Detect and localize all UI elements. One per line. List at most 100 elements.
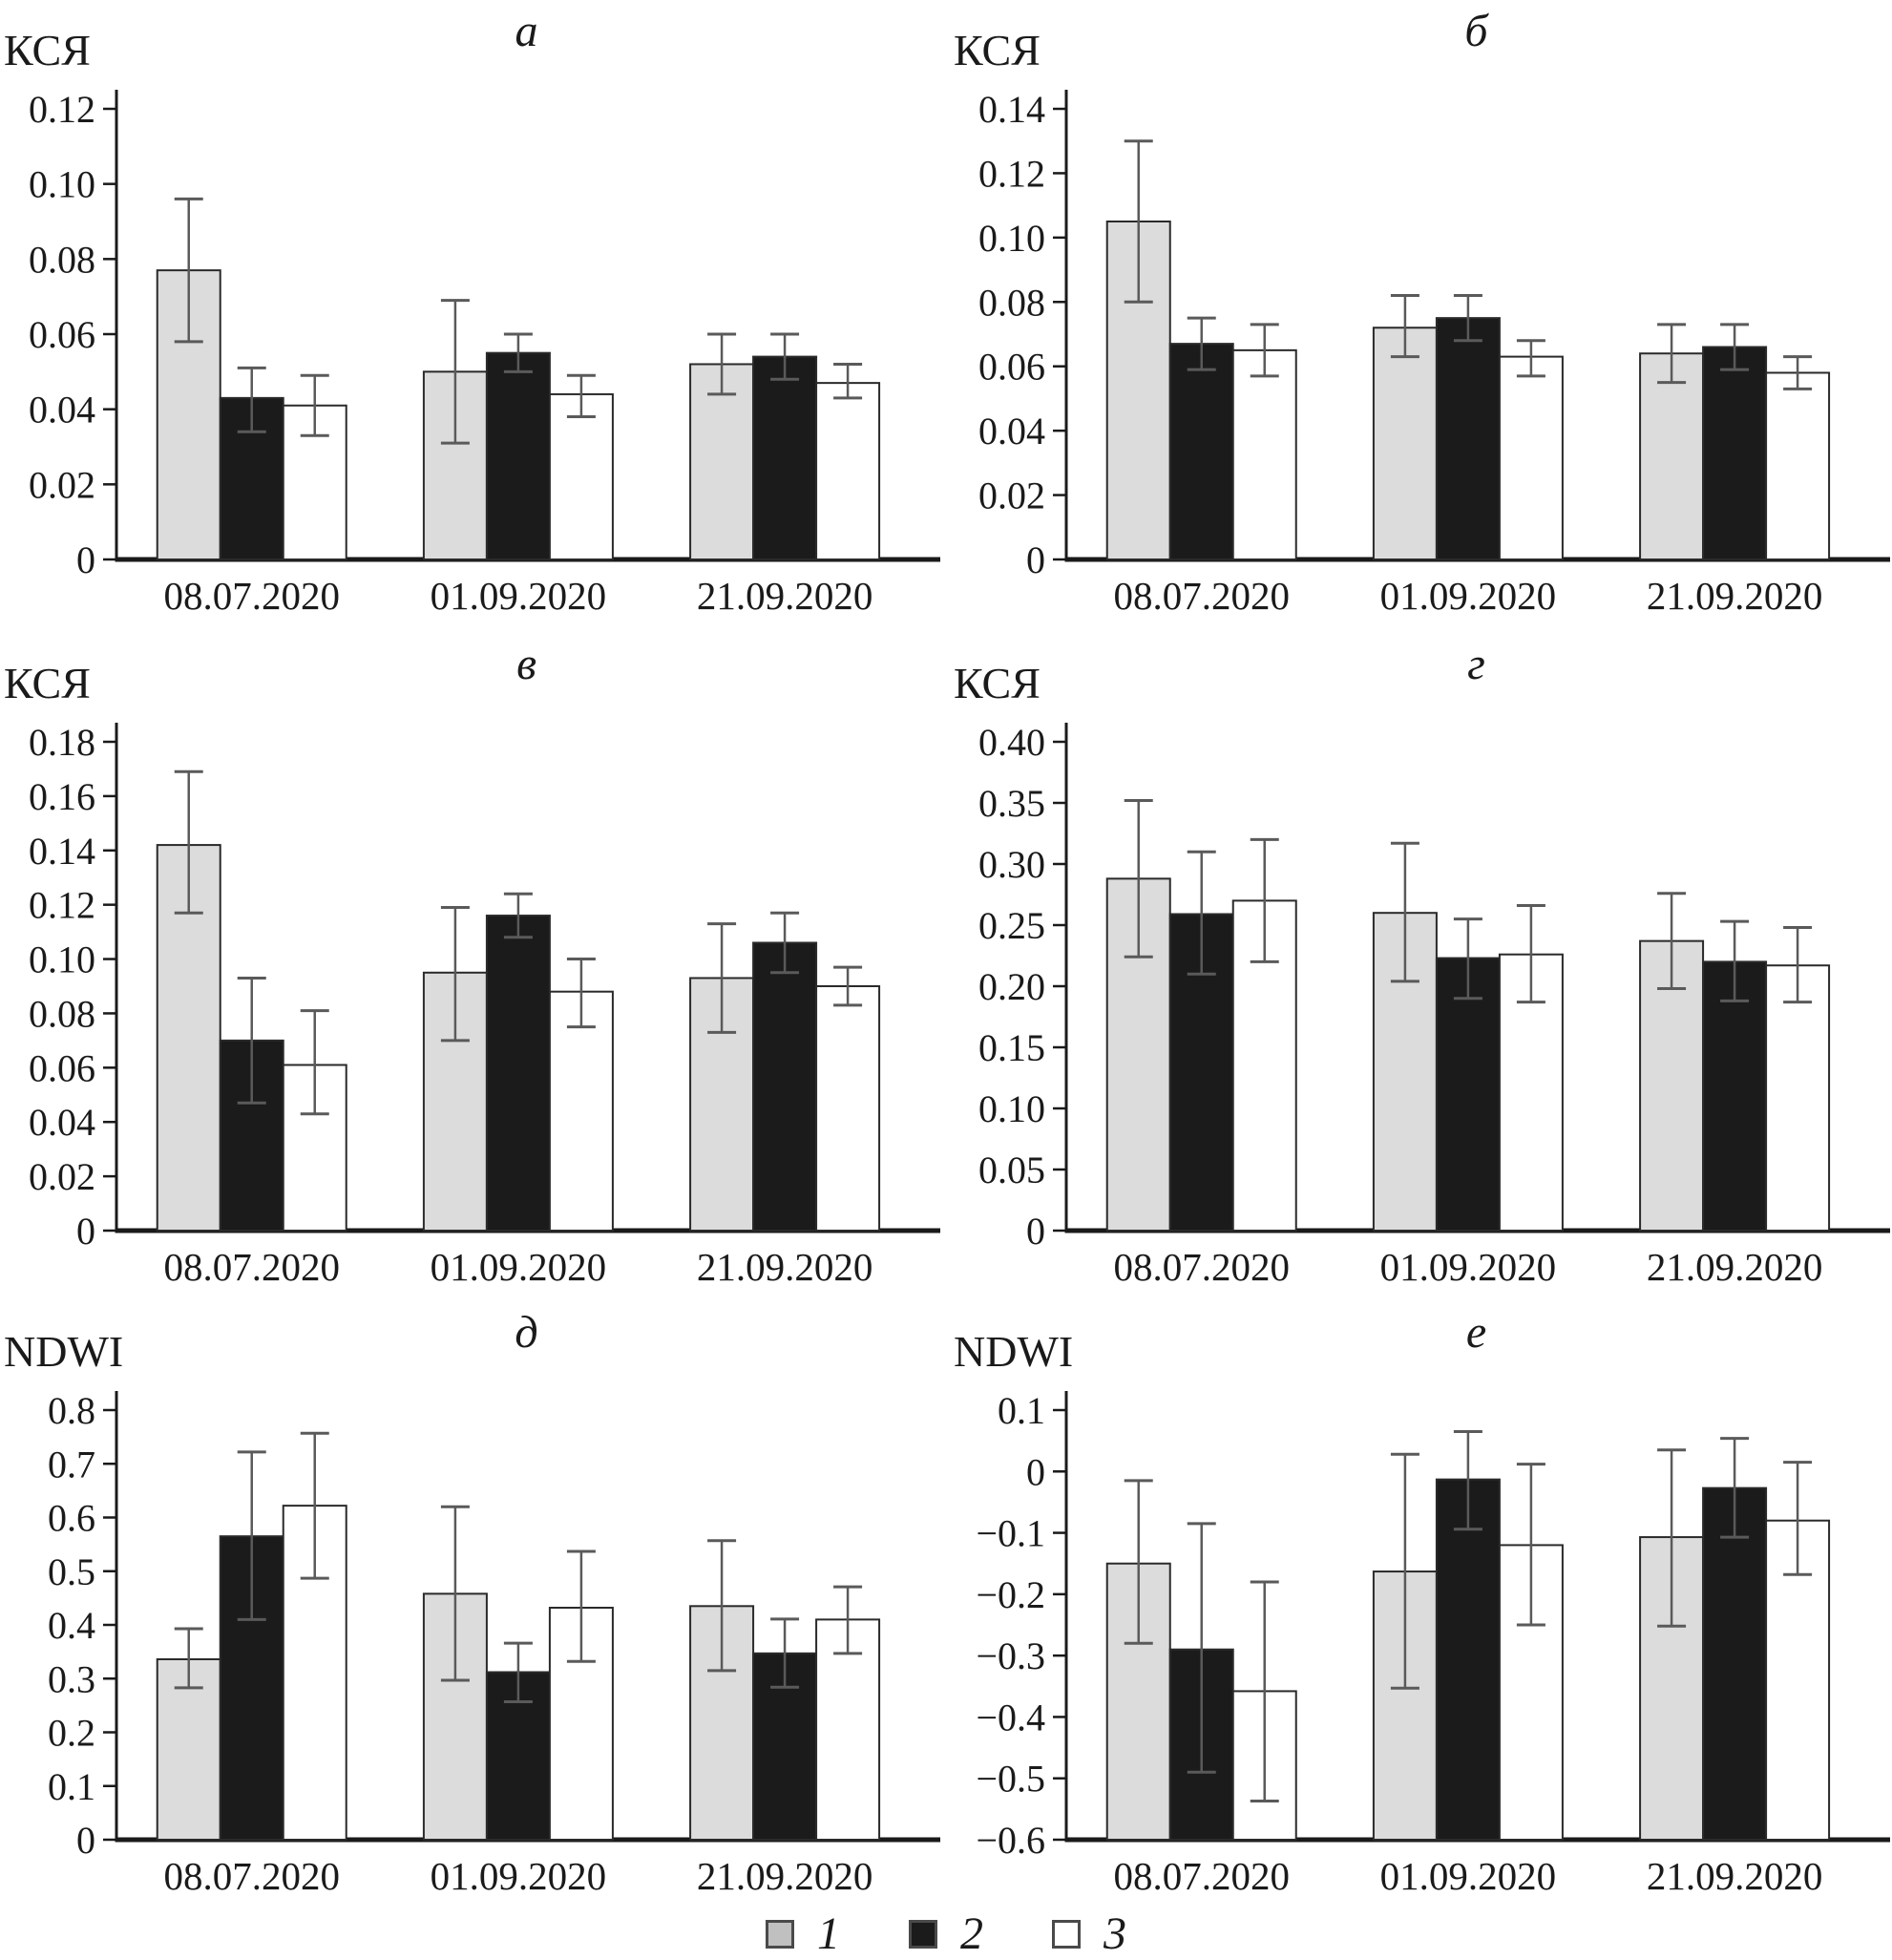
svg-text:0.16: 0.16 [29,775,95,818]
svg-text:0.8: 0.8 [48,1389,95,1432]
svg-text:08.07.2020: 08.07.2020 [163,1245,340,1289]
svg-text:−0.2: −0.2 [976,1573,1045,1616]
svg-text:д: д [515,1307,537,1358]
chart-b-svg: 0 0.02 0.04 0.06 0.08 0.10 0.12 0.14 08.07.2020 0… [954,6,1890,618]
svg-text:0.05: 0.05 [978,1149,1045,1191]
svg-text:08.07.2020: 08.07.2020 [1113,1245,1290,1289]
svg-text:0.12: 0.12 [978,152,1045,195]
svg-text:0.7: 0.7 [48,1443,95,1486]
chart-panel-v: 0 0.02 0.04 0.06 0.08 0.10 0.12 0.14 0.16 0.18 08.… [0,635,940,1294]
legend-item: 2 [909,1907,983,1959]
svg-text:−0.6: −0.6 [976,1819,1045,1862]
svg-text:а: а [515,6,538,56]
svg-text:08.07.2020: 08.07.2020 [1113,1854,1290,1898]
svg-text:21.09.2020: 21.09.2020 [697,1854,873,1898]
svg-text:0.14: 0.14 [29,830,95,873]
svg-text:0.35: 0.35 [978,782,1045,825]
svg-text:0.1: 0.1 [48,1765,95,1808]
chart-panel-d: 0 0.1 0.2 0.3 0.4 0.5 0.6 0.7 0.8 08.07.2020 01.09… [0,1303,940,1903]
svg-text:0.30: 0.30 [978,843,1045,886]
svg-text:КСЯ: КСЯ [954,659,1041,707]
svg-text:0.06: 0.06 [29,1046,95,1089]
svg-text:0.04: 0.04 [29,1101,95,1144]
svg-text:21.09.2020: 21.09.2020 [697,1245,873,1289]
svg-text:21.09.2020: 21.09.2020 [1647,1854,1823,1898]
svg-text:−0.1: −0.1 [976,1512,1045,1555]
legend: 1 2 3 [0,1907,1892,1960]
svg-text:г: г [1467,639,1485,689]
svg-text:0.02: 0.02 [978,474,1045,517]
svg-text:0: 0 [76,1210,95,1253]
svg-text:0: 0 [1026,1450,1045,1493]
svg-text:0.3: 0.3 [48,1657,95,1700]
svg-text:0.18: 0.18 [29,721,95,764]
svg-text:08.07.2020: 08.07.2020 [163,574,340,618]
svg-text:NDWI: NDWI [954,1327,1073,1376]
svg-text:0.06: 0.06 [29,313,95,356]
svg-text:0.08: 0.08 [29,238,95,281]
legend-label-2: 2 [960,1907,983,1959]
svg-text:0: 0 [76,538,95,581]
svg-text:08.07.2020: 08.07.2020 [163,1854,340,1898]
svg-text:КСЯ: КСЯ [4,659,91,707]
chart-panel-e: −0.6 −0.5 −0.4 −0.3 −0.2 −0.1 0 0.1 08.07.2020 01… [950,1303,1890,1903]
svg-text:−0.5: −0.5 [976,1758,1045,1801]
chart-a-svg: 0 0.02 0.04 0.06 0.08 0.10 0.12 08.07.2020 01.09… [4,6,940,618]
svg-text:0.10: 0.10 [978,217,1045,260]
legend-label-1: 1 [817,1907,840,1959]
chart-e-svg: −0.6 −0.5 −0.4 −0.3 −0.2 −0.1 0 0.1 08.07.2020 01… [954,1307,1890,1898]
svg-text:е: е [1466,1307,1486,1358]
svg-text:0.12: 0.12 [29,88,95,131]
svg-text:21.09.2020: 21.09.2020 [1647,1245,1823,1289]
svg-text:21.09.2020: 21.09.2020 [697,574,873,618]
svg-text:0.08: 0.08 [29,992,95,1035]
svg-text:−0.3: −0.3 [976,1634,1045,1677]
svg-text:08.07.2020: 08.07.2020 [1113,574,1290,618]
svg-text:01.09.2020: 01.09.2020 [431,574,607,618]
legend-item: 3 [1052,1907,1126,1959]
svg-text:0.10: 0.10 [29,938,95,981]
chart-d-svg: 0 0.1 0.2 0.3 0.4 0.5 0.6 0.7 0.8 08.07.2020 01.09… [4,1307,940,1898]
svg-text:0.02: 0.02 [29,1155,95,1198]
svg-text:0.02: 0.02 [29,463,95,506]
svg-text:0: 0 [76,1819,95,1862]
legend-swatch-2 [909,1919,937,1949]
svg-text:01.09.2020: 01.09.2020 [431,1245,607,1289]
chart-g-svg: 0 0.05 0.10 0.15 0.20 0.25 0.30 0.35 0.40 08.07.2… [954,639,1890,1289]
svg-text:0.6: 0.6 [48,1497,95,1540]
svg-text:КСЯ: КСЯ [954,26,1041,74]
svg-text:б: б [1464,6,1489,56]
svg-text:−0.4: −0.4 [976,1696,1045,1739]
svg-text:0.20: 0.20 [978,965,1045,1008]
svg-text:0.10: 0.10 [29,163,95,206]
svg-text:0.25: 0.25 [978,904,1045,947]
svg-text:0.4: 0.4 [48,1604,95,1647]
chart-panel-b: 0 0.02 0.04 0.06 0.08 0.10 0.12 0.14 08.07.2020 0… [950,2,1890,622]
svg-text:0.10: 0.10 [978,1087,1045,1130]
legend-item: 1 [766,1907,840,1959]
svg-text:0.2: 0.2 [48,1712,95,1755]
svg-text:01.09.2020: 01.09.2020 [1380,1245,1557,1289]
legend-label-3: 3 [1104,1907,1126,1959]
svg-text:0.04: 0.04 [978,410,1045,453]
svg-text:0: 0 [1026,538,1045,581]
svg-text:0.06: 0.06 [978,346,1045,389]
svg-text:01.09.2020: 01.09.2020 [1380,574,1557,618]
svg-text:0.1: 0.1 [998,1389,1045,1432]
legend-swatch-3 [1052,1919,1081,1949]
svg-text:0.12: 0.12 [29,884,95,927]
chart-panel-g: 0 0.05 0.10 0.15 0.20 0.25 0.30 0.35 0.40 08.07.2… [950,635,1890,1294]
legend-swatch-1 [766,1919,794,1949]
svg-text:0: 0 [1026,1210,1045,1253]
svg-text:NDWI: NDWI [4,1327,123,1376]
svg-text:КСЯ: КСЯ [4,26,91,74]
svg-text:0.5: 0.5 [48,1550,95,1593]
svg-text:в: в [516,639,536,689]
svg-text:0.08: 0.08 [978,281,1045,324]
chart-panel-a: 0 0.02 0.04 0.06 0.08 0.10 0.12 08.07.2020 01.09… [0,2,940,622]
svg-text:0.40: 0.40 [978,721,1045,764]
svg-text:0.04: 0.04 [29,389,95,432]
chart-v-svg: 0 0.02 0.04 0.06 0.08 0.10 0.12 0.14 0.16 0.18 08.… [4,639,940,1289]
svg-text:21.09.2020: 21.09.2020 [1647,574,1823,618]
